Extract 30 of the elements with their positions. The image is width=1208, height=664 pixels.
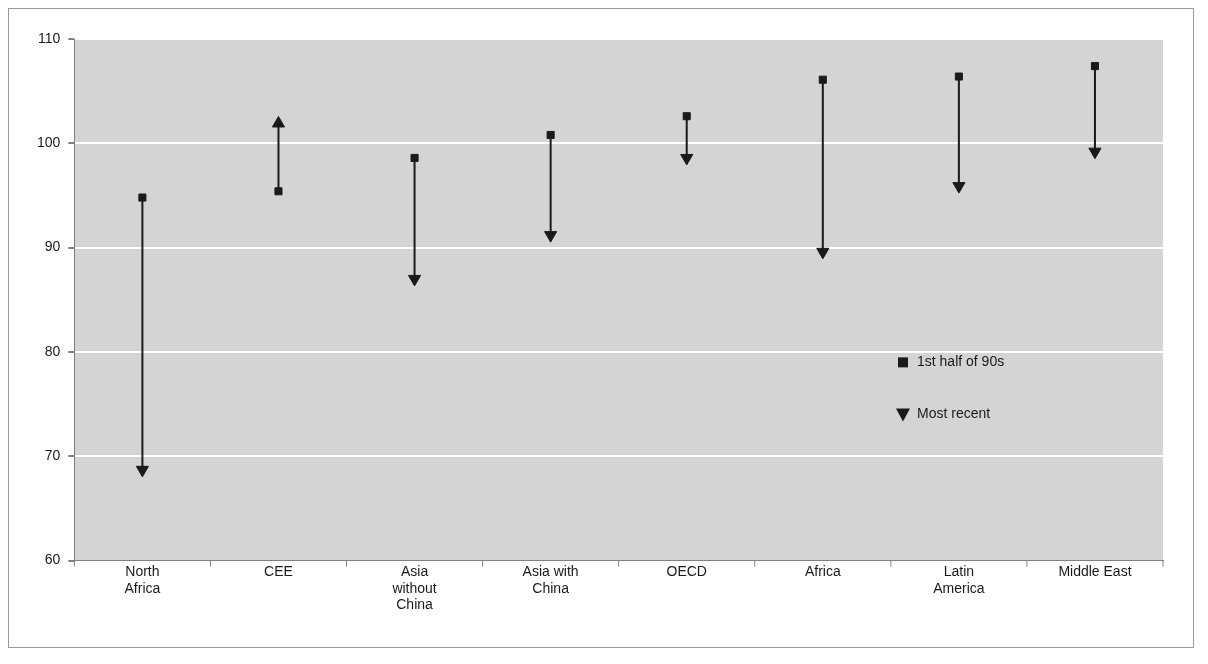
y-tick-label: 70: [44, 447, 61, 464]
legend-label: Most recent: [917, 405, 991, 422]
point: [954, 72, 963, 81]
x-tick-label: Africa: [804, 562, 841, 579]
x-tick-label: North Africa: [124, 562, 161, 596]
x-tick-label: Middle East: [1058, 562, 1132, 579]
point: [546, 130, 555, 140]
point: [408, 274, 422, 287]
point: [544, 231, 558, 243]
x-tick-label: Asia without China: [391, 562, 437, 613]
x-tick-label: OECD: [666, 562, 707, 579]
y-tick-label: 90: [44, 238, 61, 255]
x-tick-label: Asia with China: [522, 562, 579, 596]
y-tick-label: 60: [44, 551, 61, 568]
point: [271, 116, 286, 128]
point: [816, 247, 830, 260]
point: [680, 153, 694, 166]
y-tick-label: 110: [38, 29, 61, 46]
point: [138, 193, 147, 202]
x-tick-label: CEE: [264, 562, 293, 579]
point: [952, 182, 966, 194]
point: [818, 75, 827, 84]
y-tick-label: 100: [37, 134, 61, 151]
point: [1088, 147, 1102, 160]
point: [410, 153, 419, 162]
point: [135, 465, 149, 478]
y-tick-label: 80: [44, 342, 61, 359]
x-tick-label: Latin America: [933, 562, 985, 596]
point: [274, 187, 283, 196]
legend-label: 1st half of 90s: [917, 353, 1005, 370]
